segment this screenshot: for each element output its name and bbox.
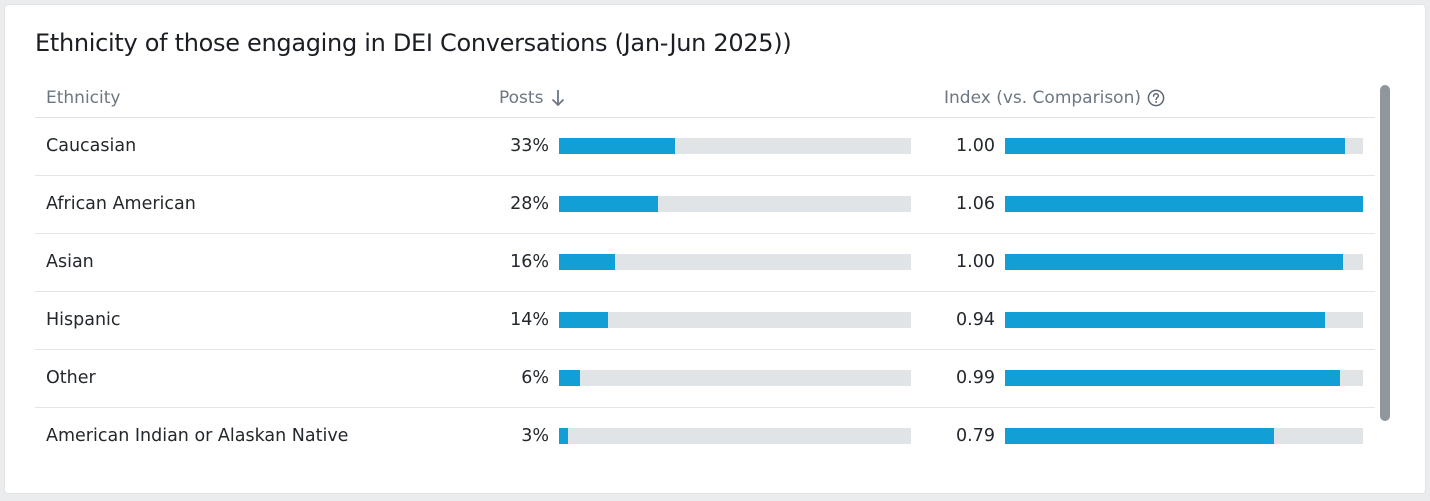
table-row: Caucasian 33% 1.00 bbox=[35, 118, 1375, 176]
index-bar-fill bbox=[1005, 138, 1346, 154]
index-bar-track bbox=[1005, 370, 1363, 386]
posts-value: 16% bbox=[510, 252, 549, 272]
posts-bar-track bbox=[559, 254, 911, 270]
posts-bar-fill bbox=[559, 196, 658, 212]
index-bar-track bbox=[1005, 138, 1363, 154]
posts-bar-fill bbox=[559, 254, 616, 270]
index-value: 1.06 bbox=[956, 194, 995, 214]
ethnicity-label: American Indian or Alaskan Native bbox=[46, 426, 349, 446]
ethnicity-label: African American bbox=[46, 194, 196, 214]
posts-bar-fill bbox=[559, 370, 581, 386]
table-row: American Indian or Alaskan Native 3% 0.7… bbox=[35, 408, 1375, 465]
posts-value: 14% bbox=[510, 310, 549, 330]
index-bar-fill bbox=[1005, 254, 1344, 270]
index-value: 1.00 bbox=[956, 136, 995, 156]
posts-value: 3% bbox=[521, 426, 549, 446]
posts-bar-fill bbox=[559, 312, 609, 328]
index-value: 0.99 bbox=[956, 368, 995, 388]
column-header-posts[interactable]: Posts bbox=[499, 88, 565, 108]
column-header-index-label: Index (vs. Comparison) bbox=[944, 88, 1141, 108]
index-value: 1.00 bbox=[956, 252, 995, 272]
posts-value: 6% bbox=[521, 368, 549, 388]
ethnicity-label: Caucasian bbox=[46, 136, 137, 156]
posts-bar-fill bbox=[559, 428, 568, 444]
posts-bar-track bbox=[559, 138, 911, 154]
ethnicity-label: Hispanic bbox=[46, 310, 121, 330]
index-bar-track bbox=[1005, 312, 1363, 328]
posts-value: 28% bbox=[510, 194, 549, 214]
index-bar-fill bbox=[1005, 312, 1325, 328]
posts-bar-track bbox=[559, 312, 911, 328]
arrow-down-icon[interactable] bbox=[551, 88, 565, 108]
column-header-ethnicity-label: Ethnicity bbox=[46, 88, 121, 108]
column-header-index[interactable]: Index (vs. Comparison) bbox=[944, 88, 1165, 108]
ethnicity-card: Ethnicity of those engaging in DEI Conve… bbox=[4, 4, 1426, 494]
table-body: Caucasian 33% 1.00 African American 28% bbox=[35, 118, 1375, 465]
index-bar-fill bbox=[1005, 196, 1363, 212]
card-title: Ethnicity of those engaging in DEI Conve… bbox=[35, 29, 792, 57]
column-header-posts-label: Posts bbox=[499, 88, 544, 108]
table-row: Hispanic 14% 0.94 bbox=[35, 292, 1375, 350]
posts-bar-track bbox=[559, 370, 911, 386]
table-row: Other 6% 0.99 bbox=[35, 350, 1375, 408]
index-value: 0.79 bbox=[956, 426, 995, 446]
posts-value: 33% bbox=[510, 136, 549, 156]
index-bar-fill bbox=[1005, 428, 1274, 444]
column-header-ethnicity[interactable]: Ethnicity bbox=[46, 88, 120, 108]
index-bar-track bbox=[1005, 254, 1363, 270]
index-value: 0.94 bbox=[956, 310, 995, 330]
index-bar-track bbox=[1005, 196, 1363, 212]
posts-bar-track bbox=[559, 428, 911, 444]
ethnicity-label: Asian bbox=[46, 252, 94, 272]
table-row: Asian 16% 1.00 bbox=[35, 234, 1375, 292]
ethnicity-label: Other bbox=[46, 368, 96, 388]
index-bar-track bbox=[1005, 428, 1363, 444]
posts-bar-track bbox=[559, 196, 911, 212]
index-bar-fill bbox=[1005, 370, 1340, 386]
ethnicity-table: Ethnicity Posts Index (vs. Comparison) bbox=[35, 81, 1375, 465]
table-row: African American 28% 1.06 bbox=[35, 176, 1375, 234]
vertical-scrollbar-thumb[interactable] bbox=[1380, 85, 1390, 421]
question-circle-icon[interactable] bbox=[1147, 89, 1165, 107]
table-header: Ethnicity Posts Index (vs. Comparison) bbox=[35, 81, 1375, 118]
posts-bar-fill bbox=[559, 138, 676, 154]
